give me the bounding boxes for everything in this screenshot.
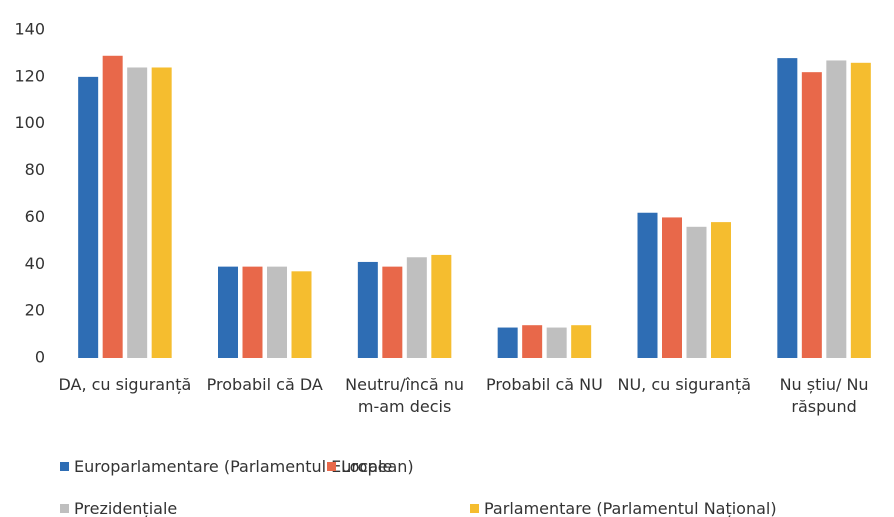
bar	[357, 261, 378, 358]
y-tick-label: 100	[14, 113, 45, 132]
x-tick-label: Neutru/încă nu m-am decis	[345, 375, 465, 416]
x-tick-label: Probabil că DA	[206, 375, 323, 394]
bar	[78, 76, 99, 358]
y-tick-label: 80	[25, 160, 45, 179]
legend-item: Prezidențiale	[60, 499, 177, 517]
x-tick-label: DA, cu siguranță	[58, 375, 192, 394]
y-tick-label: 40	[25, 254, 45, 273]
legend-item: Parlamentare (Parlamentul Național)	[470, 499, 777, 517]
bar	[522, 325, 543, 358]
y-tick-label: 120	[14, 66, 45, 85]
y-tick-label: 0	[35, 348, 45, 367]
y-tick-label: 60	[25, 207, 45, 226]
bar	[546, 327, 567, 358]
bar	[662, 217, 682, 358]
legend-swatch	[327, 462, 336, 471]
y-tick-label: 140	[14, 20, 45, 39]
legend-label: Parlamentare (Parlamentul Național)	[484, 499, 777, 517]
bar	[102, 55, 123, 359]
bar	[826, 60, 847, 358]
bar	[571, 325, 592, 358]
bar	[497, 327, 518, 358]
bar	[686, 226, 707, 358]
legend-swatch	[470, 504, 479, 513]
bar	[127, 67, 148, 358]
bar	[218, 266, 238, 358]
bar	[431, 254, 452, 358]
legend-label: Europarlamentare (Parlamentul European)	[74, 457, 414, 476]
bar	[151, 67, 172, 358]
legend-swatch	[60, 462, 69, 471]
bar	[711, 222, 731, 358]
legend-swatch	[60, 504, 69, 513]
x-tick-label: Probabil că NU	[485, 375, 603, 394]
bar	[267, 266, 287, 358]
legend-item: Locale	[327, 457, 392, 476]
x-tick-label: Nu știu/ Nu răspund	[779, 375, 869, 416]
bar	[382, 266, 403, 358]
legend-item: Europarlamentare (Parlamentul European)	[60, 457, 414, 476]
legend-label: Prezidențiale	[74, 499, 178, 517]
bar	[850, 62, 871, 359]
bar	[406, 257, 427, 358]
bar	[777, 58, 798, 358]
bar	[291, 271, 312, 358]
bar	[637, 212, 658, 358]
x-tick-label: NU, cu siguranță	[617, 375, 752, 394]
legend-label: Locale	[341, 457, 393, 476]
bar	[242, 266, 263, 358]
bar	[801, 72, 822, 359]
y-tick-label: 20	[25, 301, 45, 320]
